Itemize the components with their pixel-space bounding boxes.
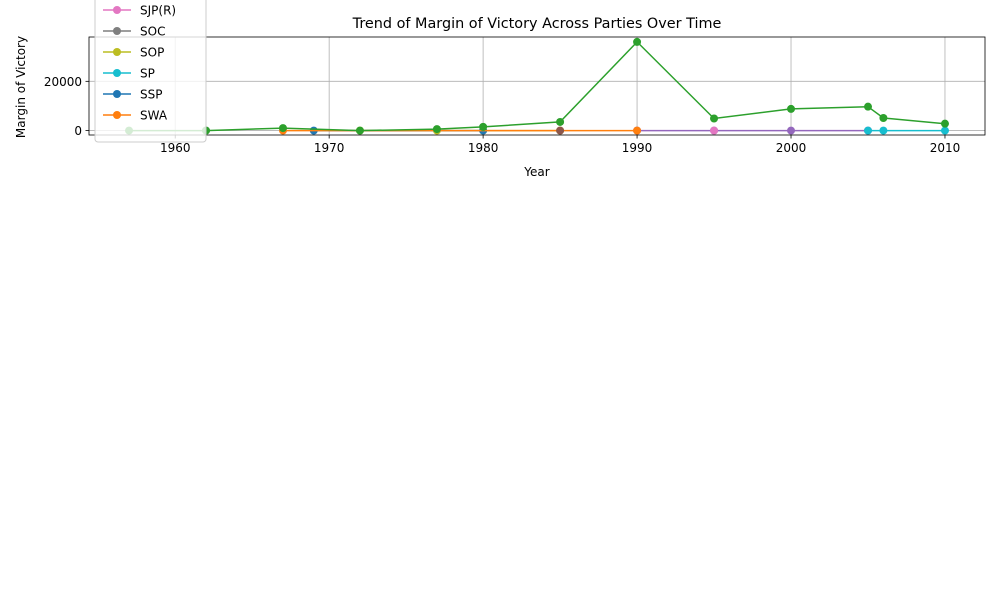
legend-item: SJP(R) (103, 4, 176, 18)
legend-marker (113, 90, 121, 98)
plot-frame (88, 36, 986, 136)
y-tick-label: 20000 (44, 75, 82, 89)
legend-label: SP (140, 67, 155, 81)
data-point (879, 126, 888, 135)
series-unlabeled-0 (633, 126, 872, 135)
data-point (633, 126, 642, 135)
series-sjp-r- (710, 126, 719, 135)
legend-marker (113, 6, 121, 14)
x-tick-label: 1990 (622, 141, 653, 155)
legend-item: SSP (103, 88, 162, 102)
series-unlabeled-7 (556, 126, 565, 135)
legend: SJP(R) SOC SOP SP SSP SWA (94, 0, 207, 143)
data-point (633, 37, 642, 46)
chart-title: Trend of Margin of Victory Across Partie… (352, 16, 722, 32)
x-tick-label: 2010 (930, 141, 961, 155)
x-tick-label: 1970 (314, 141, 345, 155)
legend-label: SJP(R) (140, 4, 176, 18)
x-axis-label: Year (523, 165, 549, 179)
x-tick-label: 1960 (160, 141, 191, 155)
data-point (355, 126, 364, 135)
series-sp (863, 126, 949, 135)
data-point (556, 117, 565, 126)
data-point (710, 114, 719, 123)
y-tick-label: 0 (74, 124, 82, 138)
legend-label: SWA (140, 109, 168, 123)
legend-label: SSP (140, 88, 162, 102)
legend-label: SOC (140, 25, 165, 39)
data-point (432, 125, 441, 134)
legend-marker (113, 69, 121, 77)
legend-box (94, 0, 207, 143)
x-tick-label: 2000 (776, 141, 807, 155)
grid (89, 37, 985, 135)
data-point (879, 114, 888, 123)
data-point (863, 102, 872, 111)
x-tick-label: 1980 (468, 141, 499, 155)
data-point (940, 126, 949, 135)
axis-ticks: 1960 1970 1980 1990 2000 2010 0 20000 (44, 75, 960, 155)
legend-item: SOC (103, 25, 165, 39)
legend-marker (113, 111, 121, 119)
legend-marker (113, 27, 121, 35)
data-point (556, 126, 565, 135)
legend-item: SP (103, 67, 155, 81)
legend-label: SOP (140, 46, 164, 60)
y-axis-label: Margin of Victory (14, 36, 28, 138)
legend-item: SWA (103, 109, 168, 123)
series-lines (125, 37, 949, 135)
data-point (278, 124, 287, 133)
data-point (787, 126, 796, 135)
data-point (710, 126, 719, 135)
data-point (787, 104, 796, 113)
series-line (129, 40, 946, 132)
legend-item: SOP (103, 46, 164, 60)
data-point (940, 119, 949, 128)
data-point (479, 122, 488, 131)
series-unlabeled-8 (125, 37, 949, 135)
legend-marker (113, 48, 121, 56)
data-point (863, 126, 872, 135)
